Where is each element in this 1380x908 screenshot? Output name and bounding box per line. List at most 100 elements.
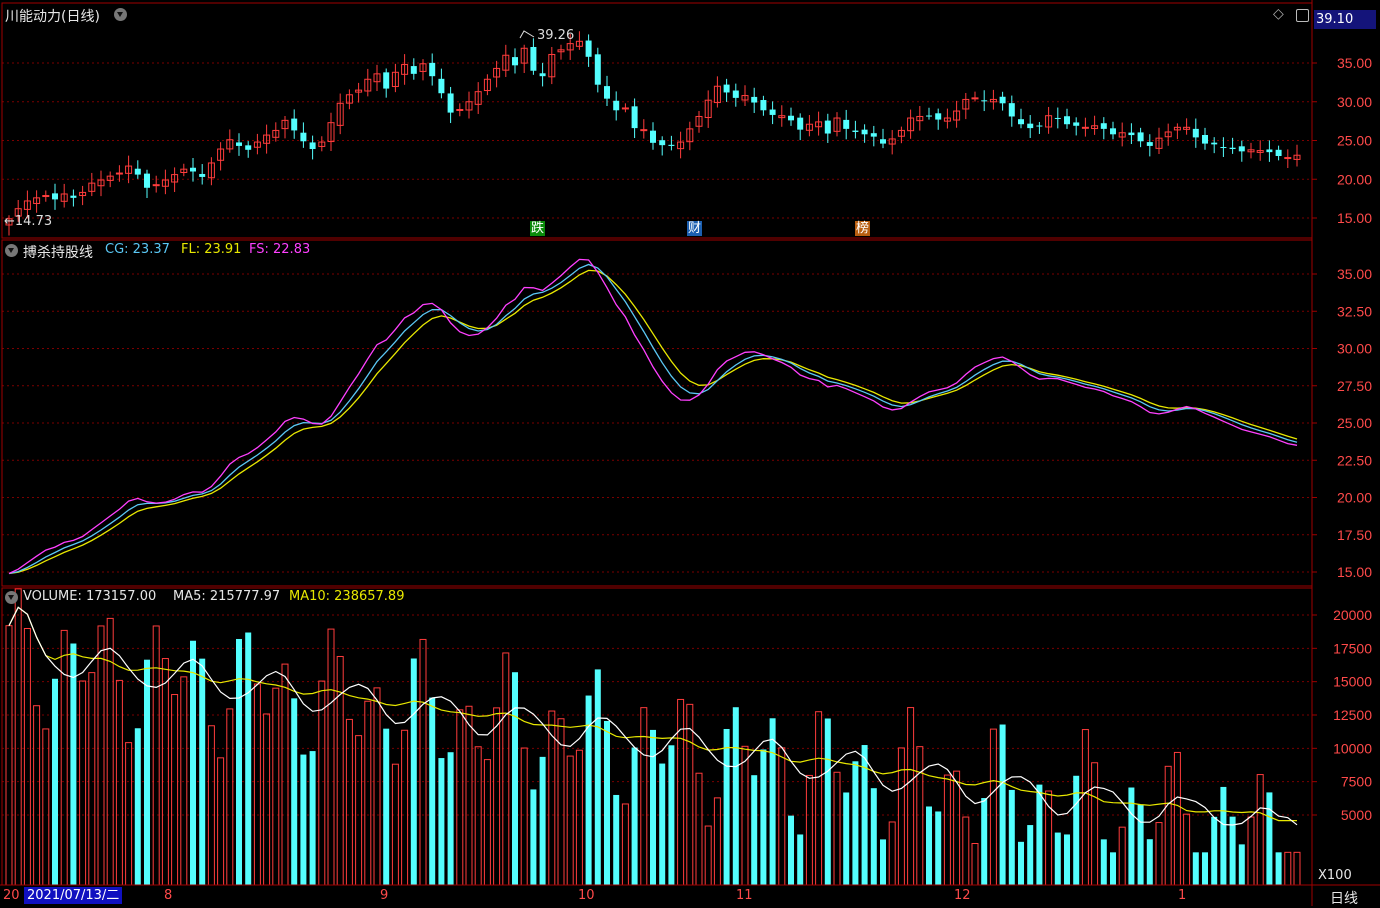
volume-bar-down	[751, 775, 758, 885]
indicator-tick-label: 27.50	[1337, 378, 1372, 394]
volume-bar-up	[1183, 813, 1191, 886]
volume-menu-icon[interactable]	[5, 591, 18, 604]
candle-down	[981, 100, 988, 102]
volume-bar-up	[327, 628, 335, 886]
volume-bar-down	[935, 811, 942, 885]
marker-rank[interactable]: 榜	[855, 221, 871, 236]
volume-bar-up	[345, 718, 353, 886]
candle-down	[604, 86, 610, 99]
candle-up	[741, 95, 749, 101]
candle-up	[272, 129, 280, 138]
volume-bar-down	[797, 834, 804, 885]
volume-bar-down	[1008, 789, 1015, 885]
volume-bar-down	[134, 728, 141, 885]
volume-bar-down	[512, 672, 518, 885]
volume-bar-down	[1220, 786, 1227, 885]
candle-down	[999, 96, 1006, 104]
candle-up	[1284, 157, 1292, 160]
axis-ticks: 15.00 20.00 25.00 30.00 35.00 15.00 17.50 20.00…	[1312, 55, 1372, 823]
volume-bar-down	[824, 718, 831, 885]
candle-up	[686, 128, 694, 143]
volume-bar-up	[263, 713, 271, 886]
volume-bar-up	[364, 700, 372, 886]
volume-bar-up	[1045, 790, 1053, 886]
toolbar-window-icon[interactable]	[1296, 9, 1309, 22]
candle-down	[935, 113, 942, 120]
candle-up	[916, 115, 924, 122]
candle-up	[42, 195, 50, 198]
volume-bar-down	[1027, 825, 1034, 885]
candle-up	[897, 129, 905, 137]
month-label-10: 10	[578, 888, 595, 903]
volume-bar-up	[502, 652, 510, 886]
candle-up	[1173, 126, 1181, 131]
candle-up	[566, 43, 574, 51]
ma5-line	[8, 606, 1298, 826]
toolbar-diamond-icon[interactable]: ◇	[1273, 6, 1284, 22]
candle-up	[263, 134, 271, 144]
marker-finance[interactable]: 财	[687, 221, 703, 236]
candle-up	[548, 53, 556, 78]
candle-down	[1220, 147, 1227, 149]
candle-up	[115, 172, 123, 175]
volume-bar-up	[253, 683, 261, 886]
candle-up	[805, 123, 813, 131]
indicator-menu-icon[interactable]	[5, 244, 18, 257]
indicator-lines	[8, 258, 1298, 575]
volume-bar-up	[226, 708, 234, 886]
volume-bar-down	[870, 788, 877, 885]
volume-bar-up	[391, 763, 399, 886]
volume-bar-up	[677, 698, 685, 886]
volume-bar-up	[1081, 729, 1089, 886]
candle-down	[1036, 125, 1043, 127]
stock-menu-icon[interactable]	[114, 8, 127, 21]
candle-down	[1027, 123, 1034, 129]
candle-up	[520, 47, 528, 64]
candle-down	[1146, 142, 1153, 146]
candle-down	[300, 132, 307, 142]
volume-bar-up	[1118, 826, 1126, 886]
volume-bar-up	[943, 774, 951, 886]
volume-bar-up	[336, 655, 344, 886]
volume-bar-down	[245, 632, 252, 885]
candle-up	[1155, 137, 1163, 149]
volume-bar-down	[1128, 787, 1135, 885]
candle-down	[1229, 147, 1236, 150]
price-tick-label: 15.00	[1337, 210, 1372, 226]
volume-bar-up	[640, 707, 648, 886]
volume-bar-up	[833, 771, 841, 886]
volume-bar-down	[659, 763, 666, 885]
cg-line	[8, 263, 1298, 575]
volume-bar-up	[474, 746, 482, 886]
marker-fall[interactable]: 跌	[530, 221, 546, 236]
candle-up	[962, 98, 970, 110]
candle-up	[833, 117, 841, 132]
volume-bar-down	[604, 720, 610, 885]
volume-bar-down	[981, 798, 988, 885]
grid-layer	[2, 62, 1312, 816]
volume-bar-up	[42, 728, 50, 886]
volume-bar-down	[1073, 775, 1080, 885]
volume-bar-down	[769, 718, 776, 885]
volume-bar-up	[60, 629, 68, 886]
month-label-12: 12	[954, 888, 971, 903]
candle-up	[474, 91, 482, 105]
fl-legend: FL: 23.91	[181, 242, 242, 257]
volume-bar-up	[888, 821, 896, 886]
candle-down	[309, 142, 316, 150]
candle-up	[1081, 126, 1089, 129]
candle-up	[97, 179, 105, 187]
candle-up	[226, 139, 234, 150]
volume-bar-up	[106, 617, 114, 886]
candle-down	[190, 167, 196, 172]
volume-bar-down	[1018, 841, 1024, 885]
volume-bar-up	[456, 709, 464, 886]
volume-bar-up	[465, 705, 473, 886]
stock-title[interactable]: 川能动力(日线)	[5, 9, 100, 25]
indicator-name[interactable]: 搏杀持股线	[23, 245, 93, 261]
period-label[interactable]: 日线	[1330, 891, 1358, 907]
volume-bar-up	[1091, 762, 1099, 886]
candle-up	[456, 109, 464, 111]
candle-up	[465, 101, 473, 111]
